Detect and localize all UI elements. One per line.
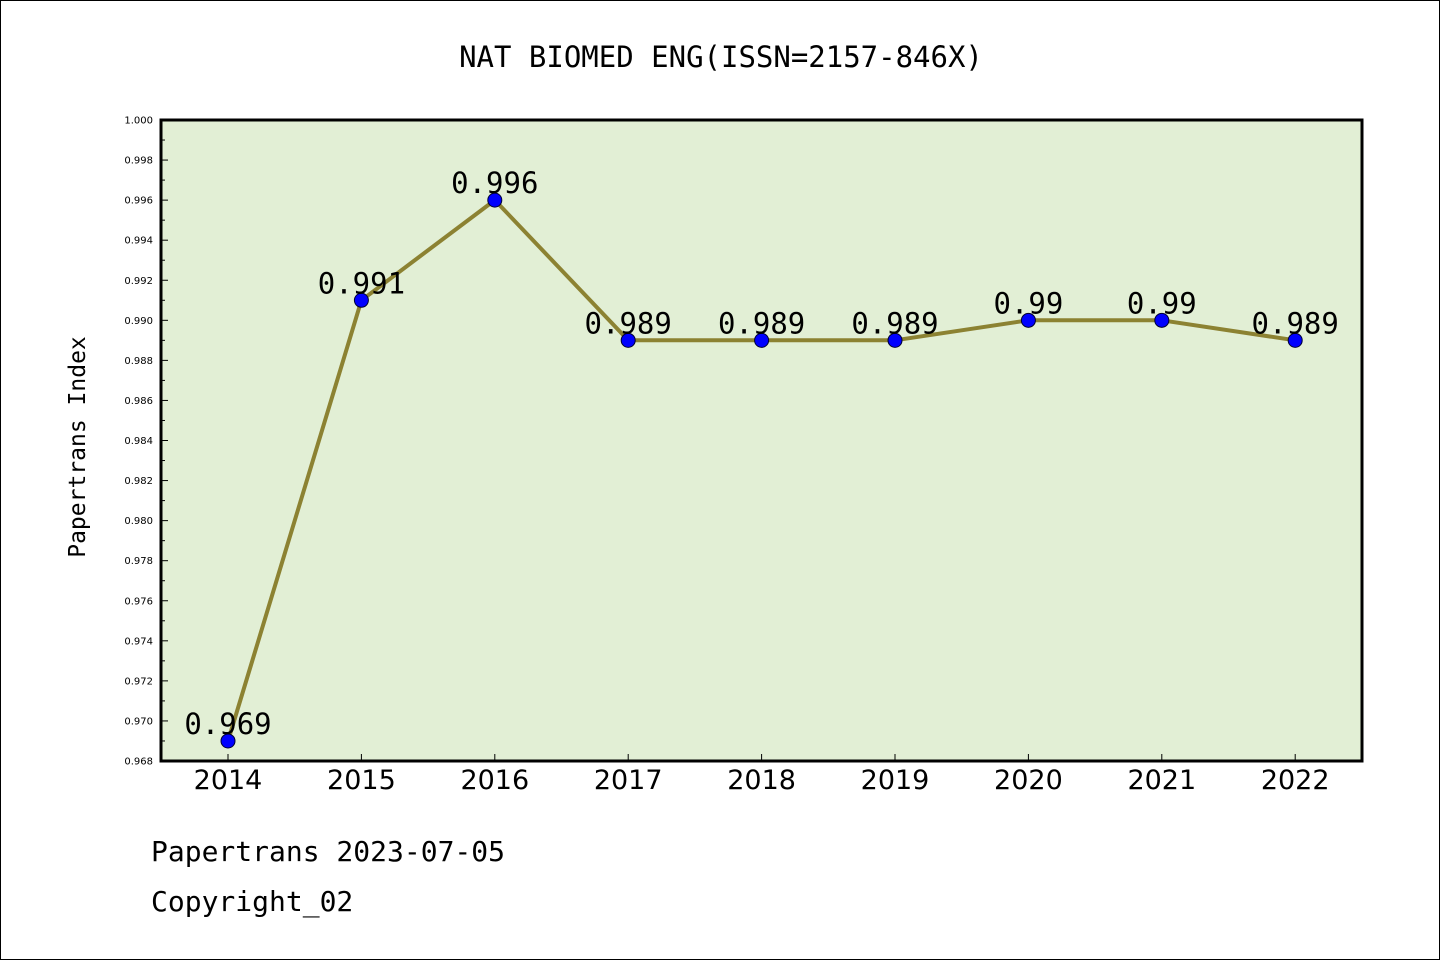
footer-copyright: Copyright_02	[151, 885, 354, 918]
y-tick-label: 0.972	[124, 676, 153, 687]
y-tick-label: 0.986	[124, 396, 153, 407]
data-label: 0.991	[318, 266, 405, 300]
data-point-marker	[754, 332, 770, 348]
x-tick-label: 2017	[594, 765, 663, 796]
y-tick-label: 0.976	[124, 596, 153, 607]
data-point-marker	[1287, 332, 1303, 348]
x-tick-label: 2016	[460, 765, 529, 796]
y-axis: 0.968 0.970 0.972 0.974 0.976 0.978 0.980 0.982…	[124, 116, 168, 768]
data-point-marker	[487, 192, 503, 208]
series-markers	[220, 192, 1303, 749]
y-tick-label: 0.980	[124, 516, 153, 527]
x-tick-label: 2021	[1127, 765, 1196, 796]
y-tick-label: 0.970	[124, 716, 153, 727]
x-tick-label: 2019	[861, 765, 930, 796]
y-tick-label: 0.984	[124, 436, 153, 447]
data-label: 0.989	[718, 306, 805, 340]
x-tick-label: 2015	[327, 765, 396, 796]
y-tick-label: 0.990	[124, 316, 153, 327]
y-tick-label: 0.978	[124, 556, 153, 567]
x-tick-label: 2022	[1261, 765, 1330, 796]
chart-title: NAT BIOMED ENG(ISSN=2157-846X)	[459, 40, 983, 74]
data-label: 0.99	[993, 286, 1063, 320]
x-tick-label: 2018	[727, 765, 796, 796]
data-label: 0.989	[1252, 306, 1339, 340]
data-point-marker	[1020, 312, 1036, 328]
y-tick-label: 0.998	[124, 156, 153, 167]
y-tick-label: 0.996	[124, 196, 153, 207]
plot-frame	[159, 118, 1364, 763]
data-labels: 0.969 0.991 0.996 0.989 0.989 0.989 0.99 0.99 0.…	[184, 166, 1339, 741]
data-point-marker	[887, 332, 903, 348]
y-axis-label: Papertrans Index	[65, 336, 91, 558]
y-tick-label: 0.974	[124, 636, 153, 647]
x-tick-label: 2014	[194, 765, 263, 796]
x-tick-label: 2020	[994, 765, 1063, 796]
data-label: 0.989	[585, 306, 672, 340]
plot-area	[161, 120, 1362, 761]
y-tick-label: 0.988	[124, 356, 153, 367]
data-point-marker	[1154, 312, 1170, 328]
x-axis: 2014 2015 2016 2017 2018 2019 2020 2021 2022	[194, 754, 1330, 796]
data-point-marker	[220, 733, 236, 749]
footer-source-date: Papertrans 2023-07-05	[151, 835, 506, 868]
y-tick-label: 0.968	[124, 757, 153, 768]
data-point-marker	[620, 332, 636, 348]
data-label: 0.996	[451, 166, 538, 200]
data-label: 0.989	[851, 306, 938, 340]
y-tick-label: 0.994	[124, 236, 153, 247]
data-label: 0.99	[1127, 286, 1197, 320]
data-point-marker	[353, 292, 369, 308]
data-label: 0.969	[184, 707, 271, 741]
y-tick-label: 1.000	[124, 116, 153, 127]
y-tick-label: 0.992	[124, 276, 153, 287]
y-tick-label: 0.982	[124, 476, 153, 487]
